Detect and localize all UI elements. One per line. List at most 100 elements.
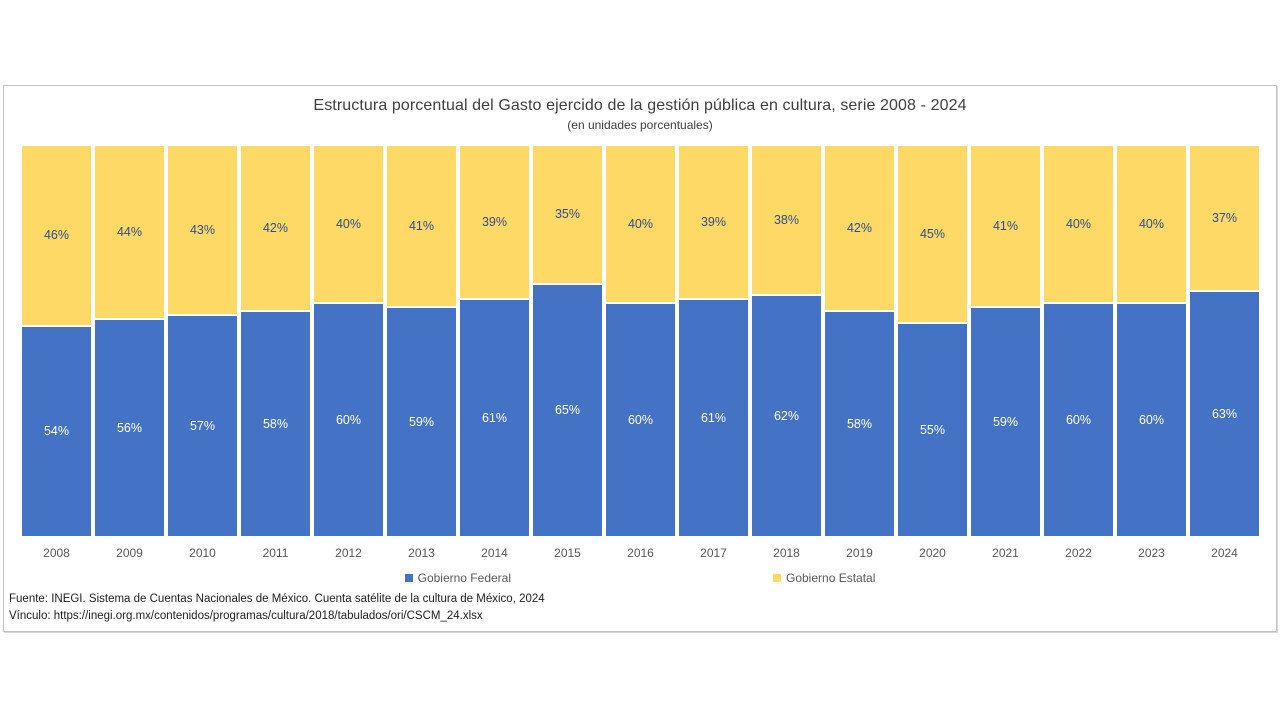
bar-2014: 39% 61% [460,146,529,536]
chart-footer: Fuente: INEGI. Sistema de Cuentas Nacion… [9,591,545,625]
x-axis-labels: 2008 2009 2010 2011 2012 2013 2014 2015 2016 2017… [22,546,1259,560]
bar-segment-federal-2023: 60% [1117,302,1186,536]
bar-2018: 38% 62% [752,146,821,536]
bar-segment-federal-2021: 59% [971,305,1040,536]
data-label-estatal-2017: 39% [700,214,727,229]
bar-2023: 40% 60% [1117,146,1186,536]
data-label-federal-2022: 60% [1065,412,1092,427]
bar-2021: 41% 59% [971,146,1040,536]
bar-segment-federal-2011: 58% [241,309,310,536]
data-label-federal-2016: 60% [627,412,654,427]
data-label-federal-2013: 59% [408,414,435,429]
data-label-federal-2021: 59% [992,414,1019,429]
data-label-federal-2018: 62% [773,408,800,423]
legend-marker-estatal-icon [773,574,781,582]
x-tick-2022: 2022 [1065,546,1092,560]
x-tick-2021: 2021 [992,546,1019,560]
data-label-federal-2015: 65% [554,403,581,417]
data-label-federal-2008: 54% [43,424,70,439]
x-tick-2018: 2018 [773,546,800,560]
x-tick-2015: 2015 [554,546,581,560]
bar-2013: 41% 59% [387,146,456,536]
bar-segment-estatal-2015: 35% [533,146,602,283]
legend-item-gobierno-estatal: Gobierno Estatal [773,571,875,585]
bar-segment-federal-2017: 61% [679,298,748,536]
x-tick-2023: 2023 [1138,546,1165,560]
bar-segment-federal-2010: 57% [168,313,237,536]
data-label-estatal-2009: 44% [116,224,143,239]
bar-segment-estatal-2020: 45% [898,146,967,322]
data-label-federal-2023: 60% [1138,412,1165,427]
x-tick-2014: 2014 [481,546,508,560]
x-tick-2011: 2011 [262,546,289,560]
data-label-federal-2014: 61% [481,410,508,425]
data-label-federal-2012: 60% [335,412,362,427]
legend-item-gobierno-federal: Gobierno Federal [404,571,511,585]
bar-segment-federal-2022: 60% [1044,302,1113,536]
data-label-federal-2024: 63% [1211,406,1238,421]
plot-area: 46% 54% 44% 56% 43% 57% 42% 58% 40% 60% 41% 59% 39% 6… [22,146,1259,536]
x-tick-2013: 2013 [408,546,435,560]
bar-segment-estatal-2013: 41% [387,146,456,306]
bar-2019: 42% 58% [825,146,894,536]
bar-segment-estatal-2023: 40% [1117,146,1186,302]
bar-2016: 40% 60% [606,146,675,536]
data-label-federal-2020: 55% [919,422,946,437]
bar-segment-estatal-2018: 38% [752,146,821,295]
legend-marker-federal-icon [404,574,413,582]
bar-segment-federal-2018: 62% [752,294,821,536]
data-label-estatal-2012: 40% [335,216,362,231]
bar-segment-federal-2009: 56% [95,317,164,536]
data-label-estatal-2011: 42% [262,220,289,235]
data-label-estatal-2019: 42% [846,220,873,235]
data-label-federal-2017: 61% [700,410,727,425]
bar-segment-federal-2020: 55% [898,321,967,536]
bar-segment-federal-2024: 63% [1190,290,1259,536]
bar-segment-federal-2016: 60% [606,302,675,536]
legend-label-federal: Gobierno Federal [417,571,511,585]
data-label-estatal-2008: 46% [43,228,70,243]
bar-segment-estatal-2016: 40% [606,146,675,302]
chart-title: Estructura porcentual del Gasto ejercido… [313,97,967,114]
x-tick-2017: 2017 [700,546,727,560]
bar-segment-estatal-2014: 39% [460,146,529,299]
x-tick-2020: 2020 [919,546,946,560]
bar-2017: 39% 61% [679,146,748,536]
bar-2015: 35% 65% [533,146,602,536]
data-label-estatal-2013: 41% [408,218,435,233]
bar-2022: 40% 60% [1044,146,1113,536]
bar-2012: 40% 60% [314,146,383,536]
bar-segment-estatal-2008: 46% [22,146,91,326]
data-label-estatal-2018: 38% [773,212,800,227]
link-note: Vínculo: https://inegi.org.mx/contenidos… [9,610,483,622]
source-note: Fuente: INEGI. Sistema de Cuentas Nacion… [9,593,545,605]
chart-legend: Gobierno Federal Gobierno Estatal [4,571,1276,585]
data-label-federal-2019: 58% [846,416,873,431]
data-label-estatal-2021: 41% [992,218,1019,233]
data-label-estatal-2024: 37% [1211,210,1238,225]
bar-segment-federal-2013: 59% [387,305,456,536]
bar-segment-estatal-2021: 41% [971,146,1040,306]
x-tick-2008: 2008 [43,546,70,560]
bar-segment-estatal-2022: 40% [1044,146,1113,302]
legend-label-estatal: Gobierno Estatal [786,571,876,585]
x-tick-2019: 2019 [846,546,873,560]
bar-2024: 37% 63% [1190,146,1259,536]
bar-segment-federal-2014: 61% [460,298,529,536]
bar-segment-estatal-2012: 40% [314,146,383,302]
bar-segment-federal-2008: 54% [22,325,91,536]
bar-segment-estatal-2011: 42% [241,146,310,310]
bar-2008: 46% 54% [22,146,91,536]
bar-2009: 44% 56% [95,146,164,536]
chart-container: Estructura porcentual del Gasto ejercido… [3,85,1277,632]
bar-segment-estatal-2024: 37% [1190,146,1259,291]
data-label-federal-2010: 57% [189,418,216,433]
x-tick-2016: 2016 [627,546,654,560]
bar-segment-federal-2019: 58% [825,309,894,536]
bar-segment-estatal-2017: 39% [679,146,748,299]
bar-segment-estatal-2010: 43% [168,146,237,314]
x-tick-2010: 2010 [189,546,216,560]
x-tick-2012: 2012 [335,546,362,560]
bar-segment-estatal-2009: 44% [95,146,164,318]
data-label-estatal-2015: 35% [554,207,581,221]
